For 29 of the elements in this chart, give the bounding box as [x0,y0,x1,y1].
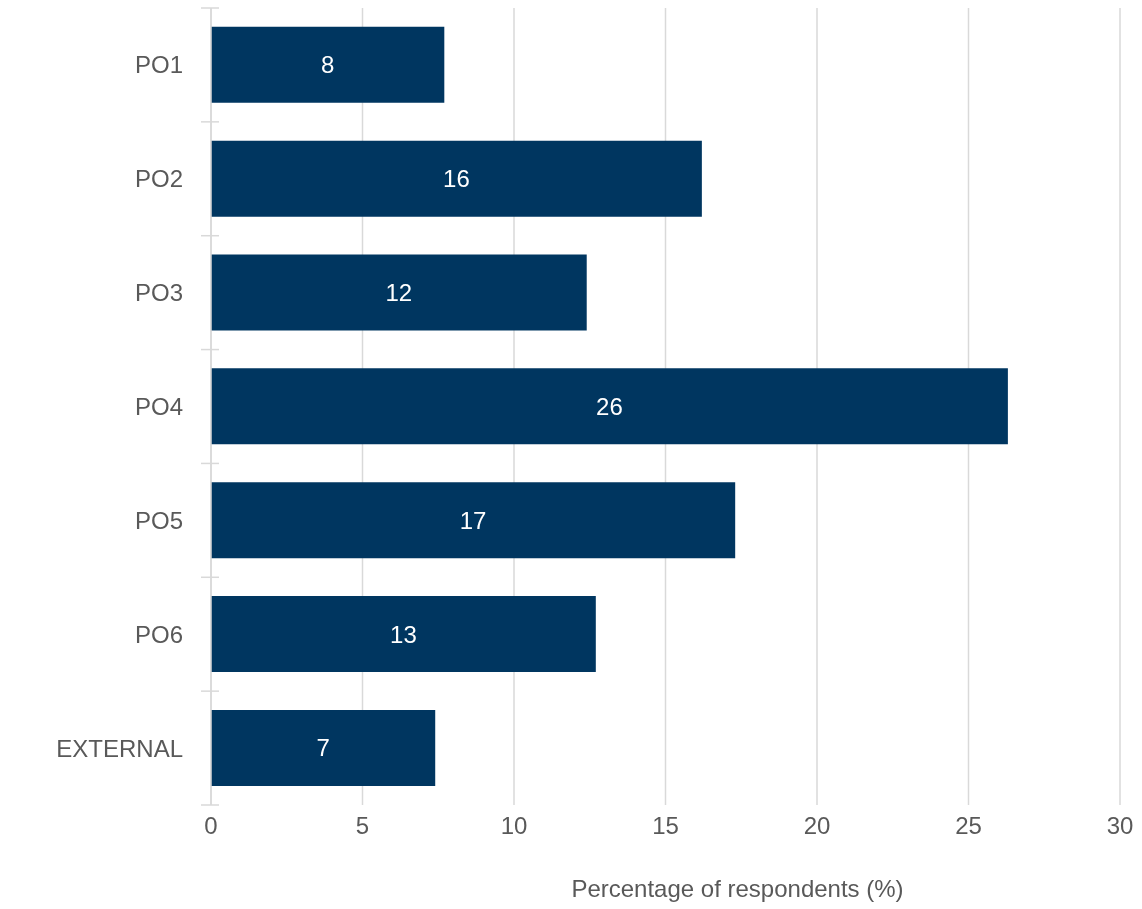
y-tick-label: PO1 [134,51,183,79]
data-label: 7 [316,734,330,762]
x-tick-label: 15 [652,812,679,840]
y-tick-label: PO5 [134,506,183,534]
x-axis-title: Percentage of respondents (%) [571,875,904,902]
data-label: 12 [385,279,413,307]
y-tick-label: PO6 [134,620,183,648]
bar [211,254,587,331]
x-tick-label: 20 [803,812,831,840]
bar [211,140,702,217]
y-tick-label: PO4 [134,393,183,420]
y-tick-label: EXTERNAL [56,734,183,762]
data-label: 17 [459,506,487,534]
y-tick-label: PO2 [134,165,183,193]
bar [211,482,736,559]
data-label: 8 [320,51,335,79]
data-label: 26 [596,392,623,420]
bar [211,26,445,103]
x-tick-label: 0 [204,812,218,840]
x-tick-label: 5 [355,812,370,840]
bar [211,709,436,786]
bar [211,596,596,673]
y-tick-label: PO3 [134,279,183,307]
x-tick-label: 30 [1106,812,1134,840]
x-tick-label: 25 [955,812,982,840]
x-tick-label: 10 [500,812,528,840]
data-label: 16 [443,165,470,193]
data-label: 13 [390,620,417,648]
bar [211,368,1008,445]
